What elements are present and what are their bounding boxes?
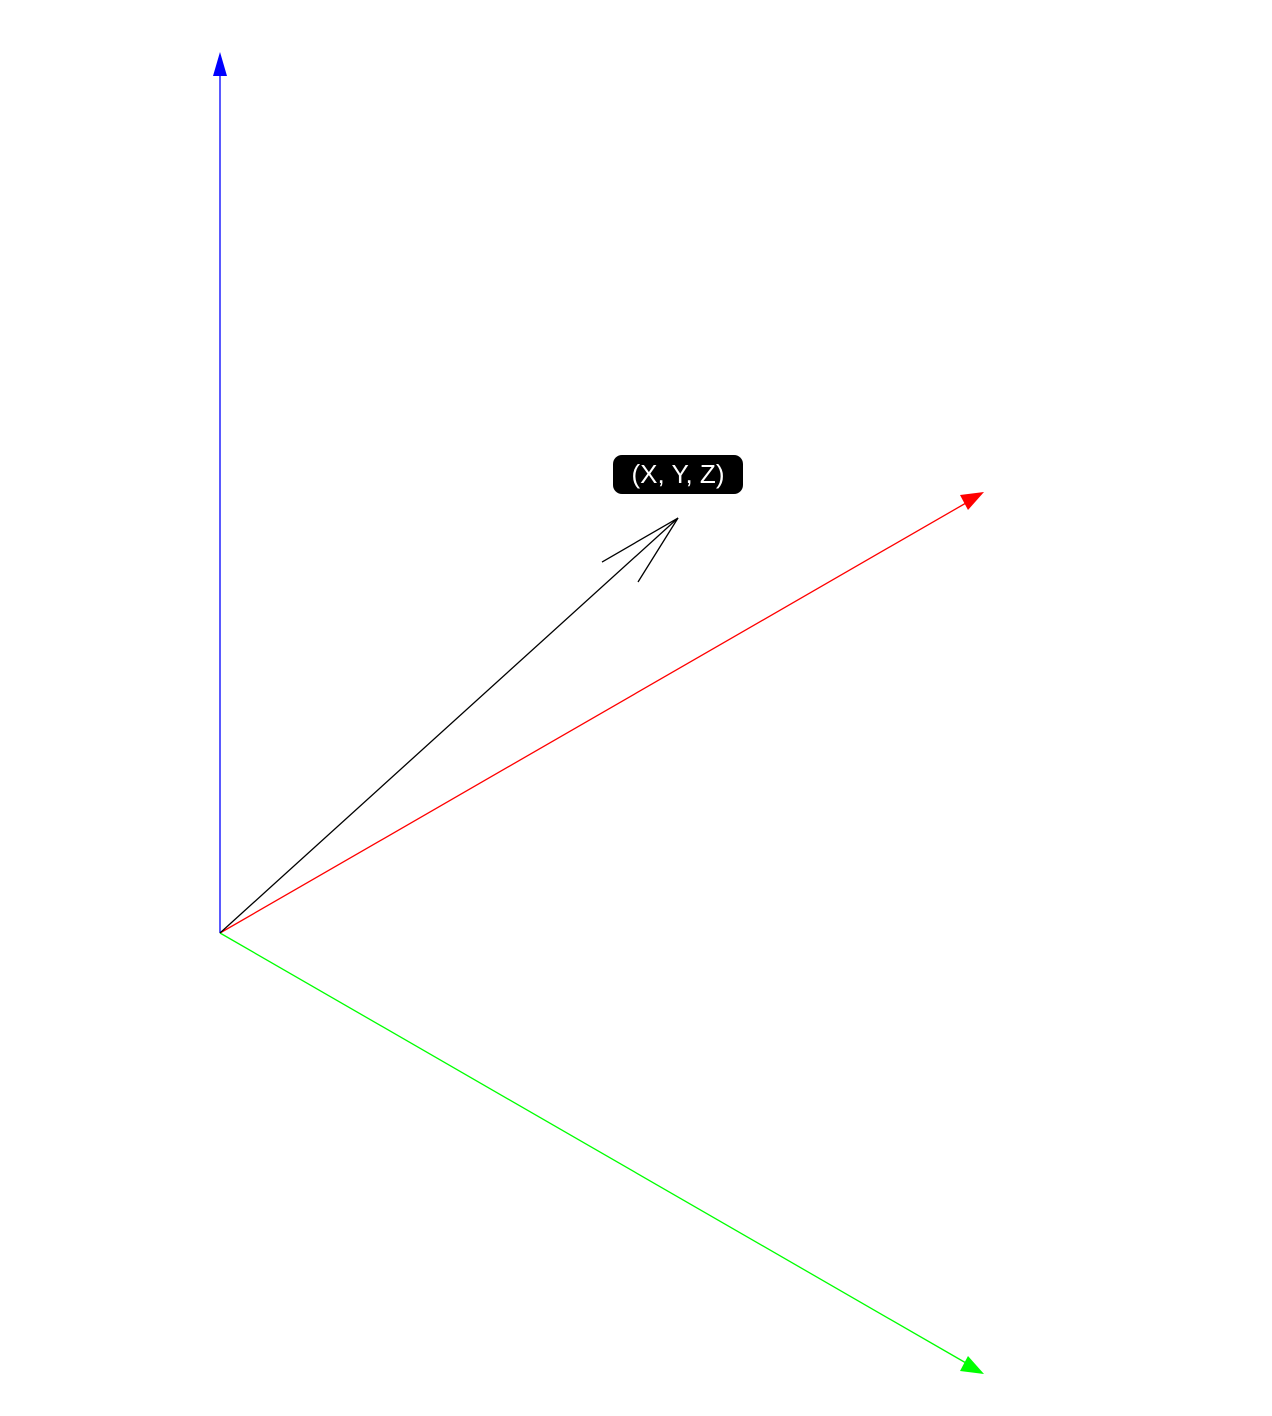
- position-vector: [219, 517, 679, 934]
- x-axis-arrowhead: [960, 492, 984, 510]
- point-label: (X, Y, Z): [613, 455, 743, 494]
- position-vector-arrowhead: [601, 517, 679, 583]
- y-axis-line: [219, 932, 967, 1364]
- point-label-background: [613, 455, 743, 494]
- z-axis: [213, 52, 227, 933]
- point-label-text: (X, Y, Z): [632, 459, 725, 489]
- x-axis: [219, 492, 984, 934]
- y-axis-arrowhead: [960, 1356, 984, 1374]
- position-vector-line: [219, 517, 679, 934]
- x-axis-line: [219, 502, 967, 934]
- z-axis-arrowhead: [213, 52, 227, 76]
- y-axis: [219, 932, 984, 1374]
